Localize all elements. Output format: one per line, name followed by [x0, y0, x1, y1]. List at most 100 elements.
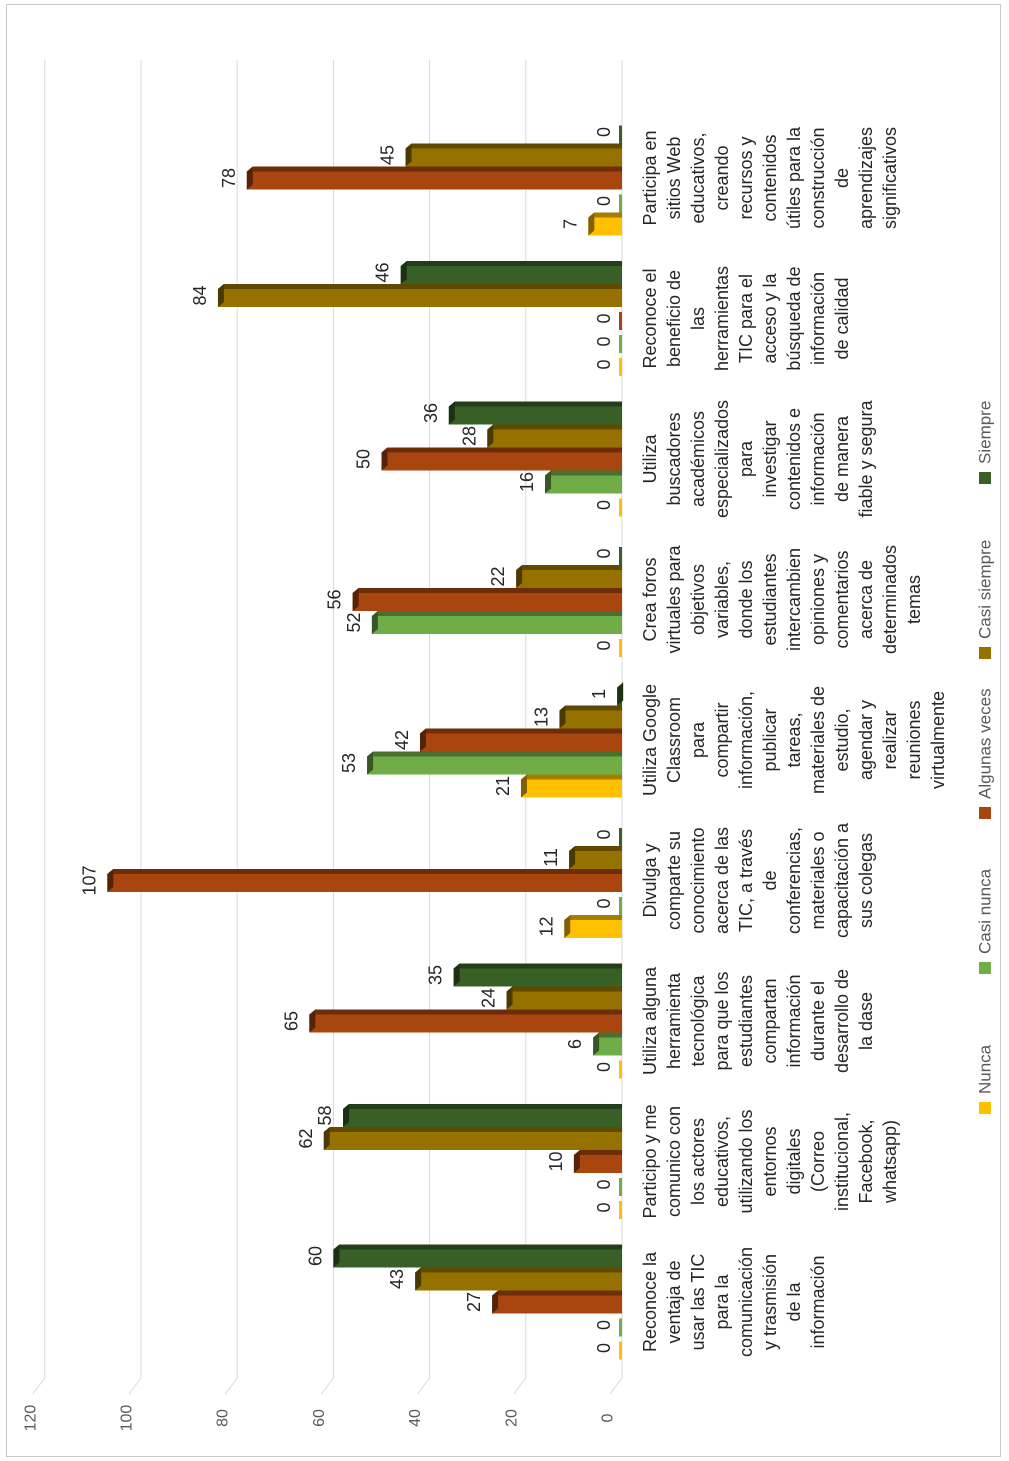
data-label: 0	[594, 500, 614, 510]
category-label-line: investigar	[760, 420, 780, 497]
bar	[619, 194, 622, 213]
category-label-line: sitios Web	[664, 137, 684, 220]
data-label: 45	[378, 145, 398, 165]
legend-label: Siempre	[976, 401, 995, 464]
data-label: 52	[344, 612, 364, 632]
category-label-line: los actores	[688, 1118, 708, 1205]
bar	[415, 1272, 622, 1291]
data-label: 0	[594, 640, 614, 650]
bar	[405, 148, 622, 167]
data-label: 46	[373, 262, 393, 282]
bar-end-face	[246, 166, 253, 190]
bar	[619, 1201, 622, 1219]
data-label: 6	[565, 1039, 585, 1049]
bar-end-face	[367, 751, 374, 775]
category-label-line: Utiliza	[640, 434, 660, 484]
bar-end-face	[487, 424, 494, 448]
category-label-line: Utiliza Google	[640, 684, 660, 796]
bar	[367, 756, 622, 775]
gridline-foot	[609, 1377, 623, 1395]
category-label-line: determinados	[880, 545, 900, 654]
category-label-line: variables,	[712, 561, 732, 638]
tick-label: 100	[119, 1405, 136, 1432]
data-label: 0	[594, 898, 614, 908]
bar-top-face	[400, 261, 622, 266]
gridline-foot	[32, 1377, 46, 1395]
category-label-line: beneficio de	[664, 270, 684, 367]
category-label-line: comunicación	[736, 1247, 756, 1357]
data-label: 58	[315, 1105, 335, 1125]
gridline-foot	[224, 1377, 238, 1395]
category-label-line: la dase	[856, 992, 876, 1050]
bar-top-face	[506, 986, 622, 992]
data-label: 36	[421, 403, 441, 423]
tick-label: 40	[407, 1409, 424, 1427]
bar-top-face	[371, 611, 622, 616]
category-label-line: sus colegas	[856, 833, 876, 928]
chart-frame	[6, 4, 1001, 1457]
category-label-line: información	[808, 412, 828, 505]
data-label: 0	[594, 1320, 614, 1330]
data-label: 35	[426, 965, 446, 985]
data-label: 16	[517, 472, 537, 492]
bar-end-face	[371, 611, 378, 634]
bar	[619, 1178, 622, 1196]
bar-end-face	[545, 470, 552, 494]
category-label-line: buscadores	[664, 412, 684, 505]
bar-top-face	[309, 1009, 622, 1015]
bar-end-face	[569, 846, 576, 869]
bar-top-face	[367, 751, 622, 757]
data-label: 0	[594, 1062, 614, 1072]
data-label: 0	[594, 1343, 614, 1353]
bar-end-face	[400, 261, 407, 284]
category-label-line: comunico con	[664, 1106, 684, 1217]
bar-top-face	[107, 869, 622, 874]
category-label-line: compartir	[712, 702, 732, 777]
bar-top-face	[593, 1032, 622, 1038]
category-label-line: capacitación a	[832, 822, 852, 938]
category-label-line: información	[808, 272, 828, 365]
data-label: 21	[493, 776, 513, 796]
category-label-line: para	[688, 721, 708, 758]
category-label-line: reuniones	[904, 700, 924, 779]
bar-top-face	[520, 774, 622, 780]
bar-top-face	[333, 1244, 622, 1250]
data-label: 50	[354, 449, 374, 469]
gridline-foot	[128, 1377, 142, 1395]
bar	[545, 475, 622, 494]
data-label: 28	[459, 426, 479, 446]
bar	[619, 1341, 622, 1360]
category-label-line: tecnológica	[688, 974, 708, 1066]
category-label-line: contenidos e	[784, 408, 804, 510]
category-label-line: acceso y la	[760, 272, 780, 363]
gridline-foot	[320, 1377, 334, 1395]
bar	[381, 452, 622, 471]
category-label-line: institucional,	[832, 1112, 852, 1211]
category-label-line: realizar	[880, 710, 900, 769]
category-label-line: de la	[784, 1282, 804, 1322]
category-label-line: herramienta	[664, 972, 684, 1069]
bar	[593, 1037, 622, 1056]
category-label-line: objetivos	[688, 564, 708, 635]
data-label: 7	[560, 219, 580, 229]
category-label-line: contenidos	[760, 134, 780, 221]
legend-label: Casi nunca	[976, 868, 995, 954]
gridline-foot	[417, 1377, 431, 1395]
category-label-line: de manera	[832, 415, 852, 502]
legend-swatch	[979, 647, 991, 659]
data-label: 13	[531, 707, 551, 727]
tick-label: 60	[311, 1409, 328, 1427]
bar	[573, 1155, 622, 1173]
bar	[309, 1014, 622, 1033]
category-label-line: Classroom	[664, 697, 684, 783]
category-label-line: estudio,	[832, 708, 852, 771]
bar	[246, 171, 622, 190]
bar	[371, 616, 622, 634]
data-label: 107	[79, 865, 99, 895]
bar	[217, 289, 622, 307]
category-label-line: Crea foros	[640, 557, 660, 641]
category-label-line: Facebook,	[856, 1119, 876, 1203]
tick-label: 0	[600, 1413, 617, 1422]
bar	[487, 429, 622, 448]
